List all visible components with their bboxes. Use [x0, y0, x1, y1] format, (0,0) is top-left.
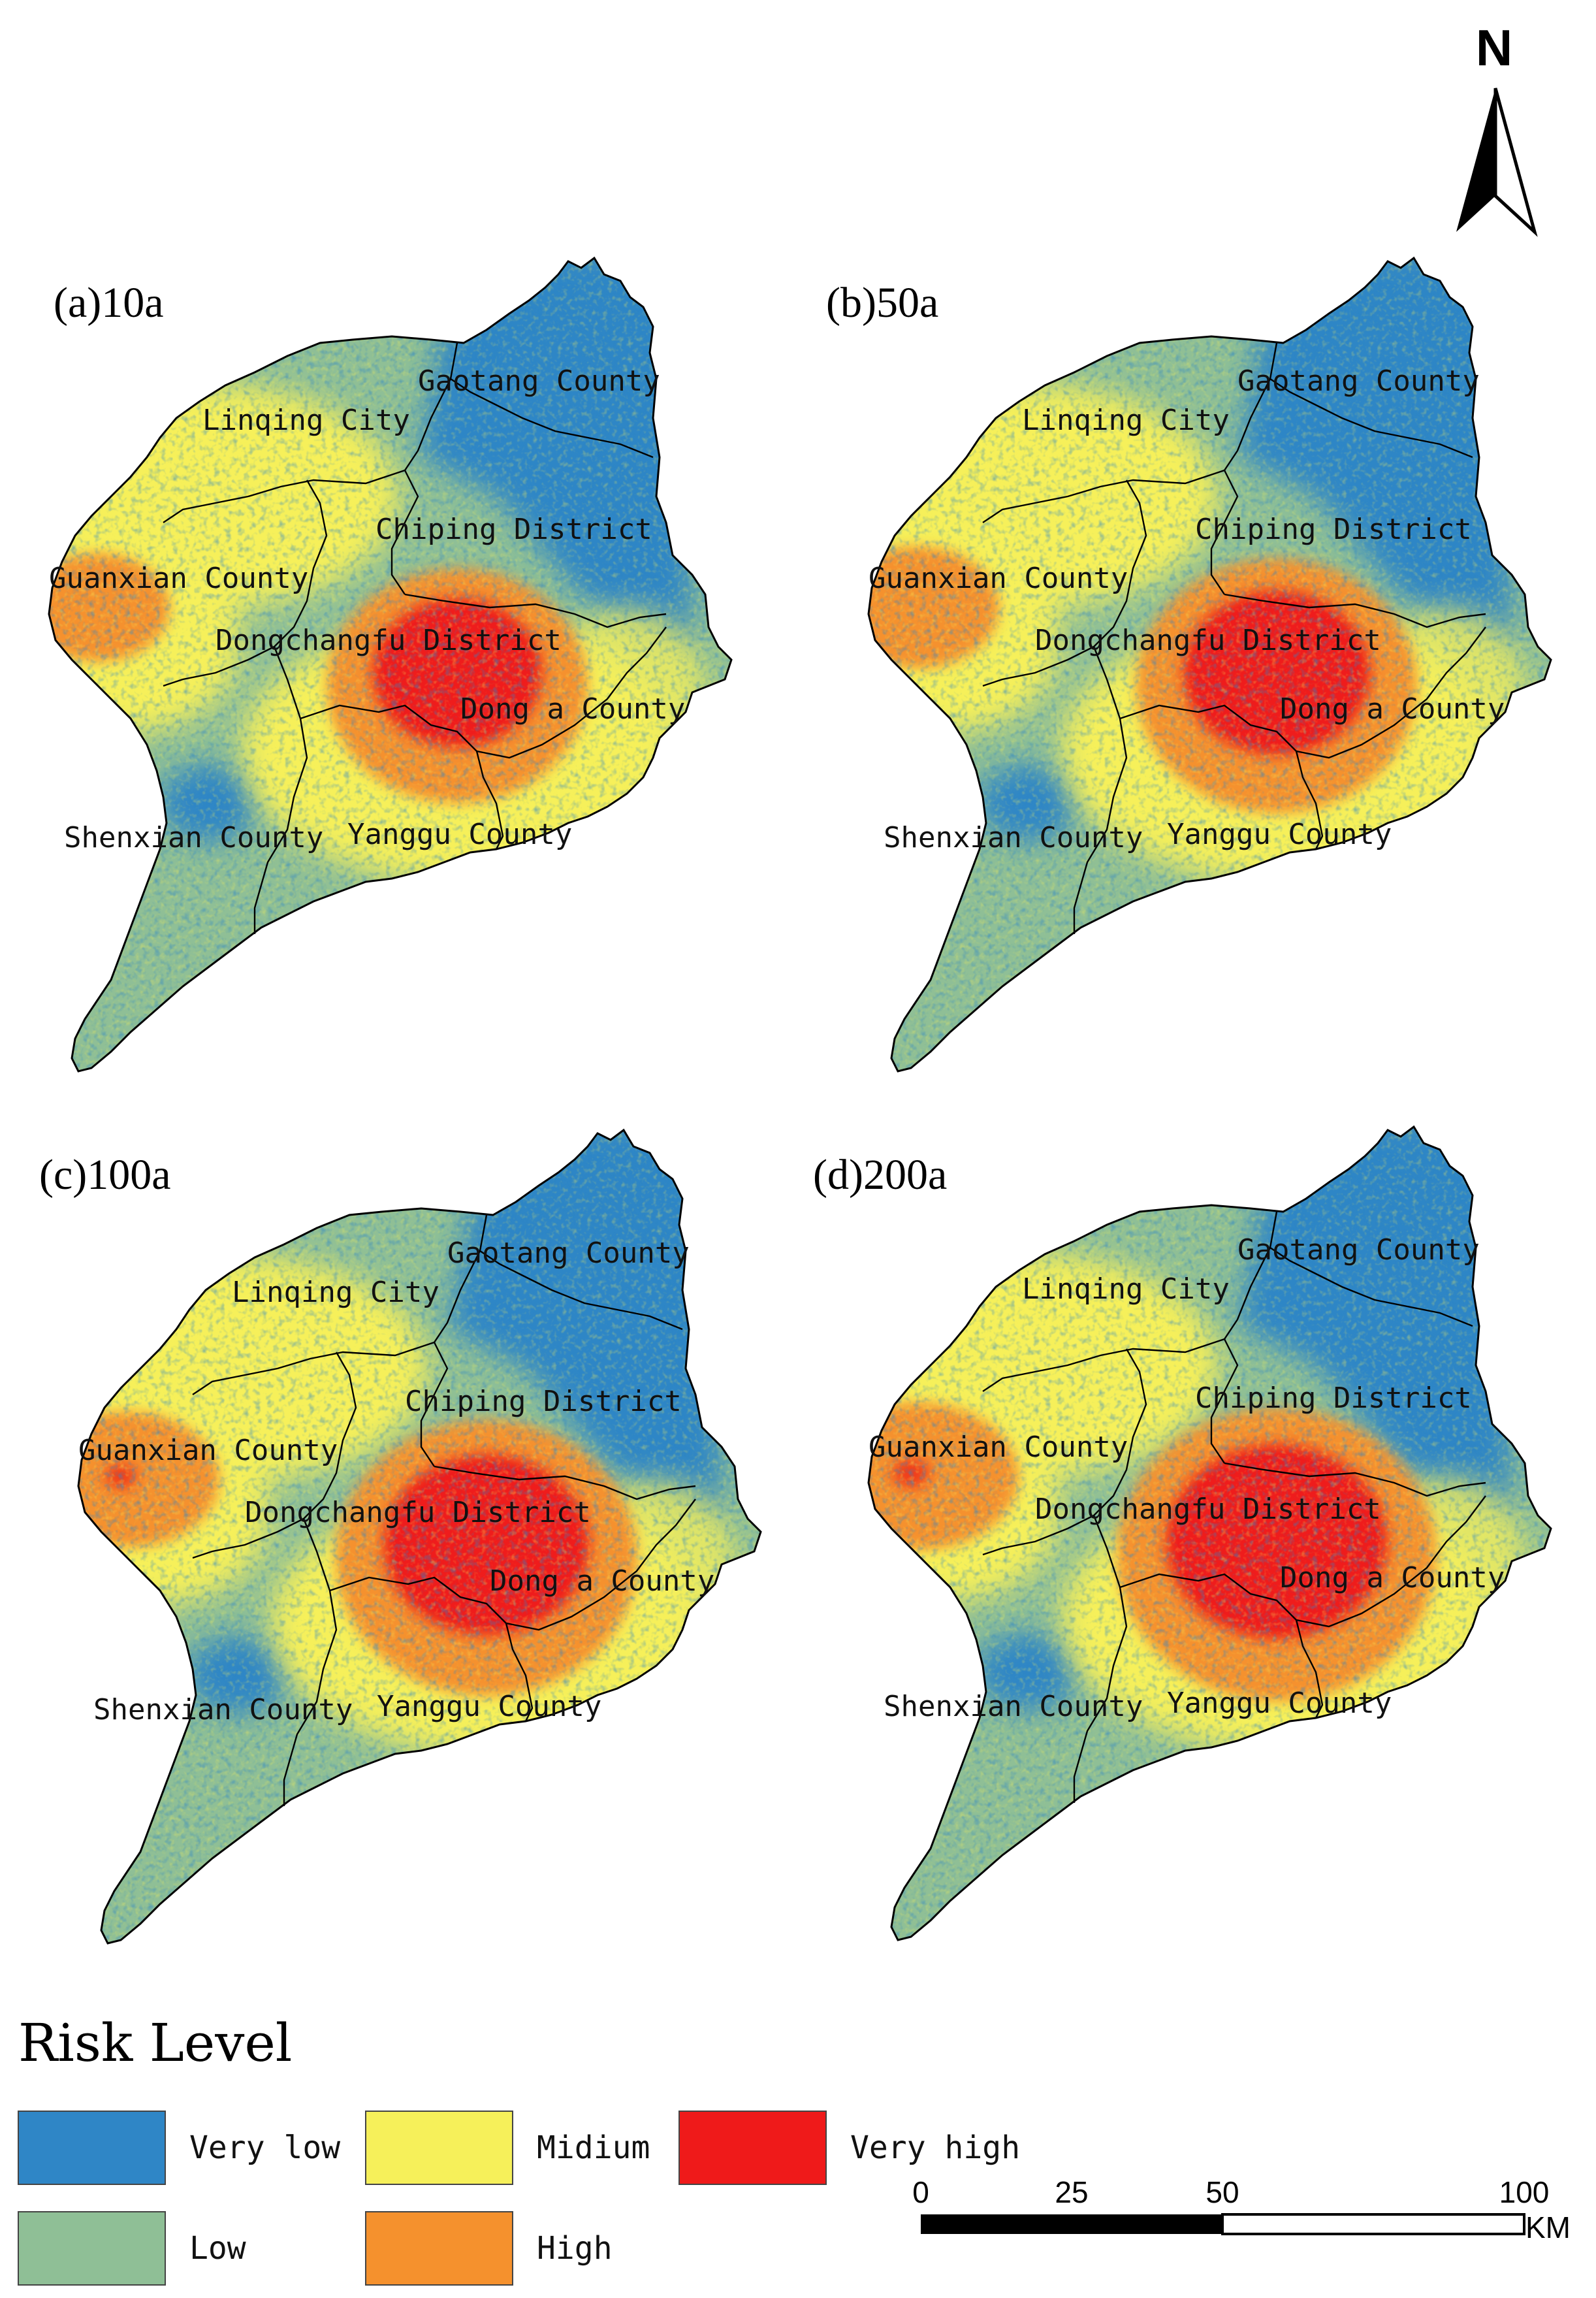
legend-swatch-low [18, 2211, 166, 2286]
county-label-linqing: Linqing City [1022, 1272, 1230, 1306]
panel-title-a: (a)10a [54, 279, 164, 327]
panel-title-c: (c)100a [39, 1151, 171, 1199]
county-label-shenxian: Shenxian County [884, 821, 1143, 854]
scale-unit: KM [1525, 2210, 1571, 2244]
county-label-linqing: Linqing City [202, 404, 410, 437]
legend-swatch-very_low [18, 2111, 166, 2185]
legend: Risk Level Very low Midium Very high Low Hig… [18, 2013, 1020, 2286]
legend-label-low: Low [189, 2230, 246, 2267]
legend-label-very_low: Very low [189, 2129, 340, 2166]
county-label-guanxian: Guanxian County [49, 562, 308, 595]
panel-title-d: (d)200a [813, 1151, 947, 1199]
county-label-chiping: Chiping District [375, 513, 652, 546]
county-label-chiping: Chiping District [405, 1385, 682, 1418]
county-label-linqing: Linqing City [232, 1276, 439, 1309]
county-label-dongchangfu: Dongchangfu District [215, 624, 562, 657]
north-arrow-icon: N [1456, 19, 1538, 237]
county-label-dongchangfu: Dongchangfu District [1035, 624, 1381, 657]
county-label-chiping: Chiping District [1195, 513, 1472, 546]
legend-item-very_high: Very high [678, 2111, 1020, 2185]
county-label-gaotang: Gaotang County [1237, 364, 1480, 398]
county-label-shenxian: Shenxian County [93, 1693, 353, 1726]
county-label-yanggu: Yanggu County [1167, 1687, 1392, 1720]
county-label-yanggu: Yanggu County [347, 818, 572, 851]
legend-item-high: High [365, 2211, 613, 2286]
county-label-dongchangfu: Dongchangfu District [1035, 1493, 1381, 1526]
county-label-shenxian: Shenxian County [64, 821, 323, 854]
county-label-linqing: Linqing City [1022, 404, 1230, 437]
legend-swatch-high [365, 2211, 513, 2286]
county-label-donga: Dong a County [1280, 692, 1505, 726]
legend-label-high: High [537, 2230, 613, 2267]
scale-tick-50: 50 [1205, 2175, 1239, 2209]
legend-label-very_high: Very high [850, 2129, 1020, 2166]
county-label-yanggu: Yanggu County [1167, 818, 1392, 851]
county-label-gaotang: Gaotang County [418, 364, 660, 398]
county-label-yanggu: Yanggu County [377, 1690, 601, 1723]
county-label-guanxian: Guanxian County [869, 562, 1128, 595]
legend-item-midium: Midium [365, 2111, 650, 2185]
county-label-gaotang: Gaotang County [1237, 1233, 1480, 1267]
county-label-chiping: Chiping District [1195, 1382, 1472, 1415]
county-label-guanxian: Guanxian County [78, 1434, 338, 1467]
legend-label-midium: Midium [537, 2129, 650, 2166]
county-label-dongchangfu: Dongchangfu District [245, 1496, 591, 1529]
scale-tick-0: 0 [912, 2175, 929, 2209]
county-label-donga: Dong a County [1280, 1561, 1505, 1594]
county-label-gaotang: Gaotang County [447, 1237, 690, 1270]
county-label-guanxian: Guanxian County [869, 1431, 1128, 1464]
legend-title: Risk Level [18, 2013, 292, 2073]
scale-tick-100: 100 [1499, 2175, 1550, 2209]
scale-tick-25: 25 [1055, 2175, 1088, 2209]
panel-title-b: (b)50a [826, 279, 938, 327]
county-label-shenxian: Shenxian County [884, 1690, 1143, 1723]
legend-swatch-very_high [678, 2111, 827, 2185]
legend-swatch-midium [365, 2111, 513, 2185]
county-label-donga: Dong a County [460, 692, 685, 726]
county-label-donga: Dong a County [490, 1564, 714, 1598]
legend-item-low: Low [18, 2211, 246, 2286]
svg-text:N: N [1476, 19, 1512, 76]
scale-bar: 0 25 50 100 KM [912, 2175, 1571, 2244]
legend-item-very_low: Very low [18, 2111, 340, 2185]
